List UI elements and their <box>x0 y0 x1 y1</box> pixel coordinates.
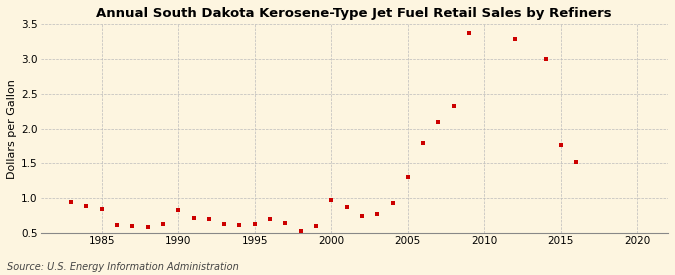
Point <box>219 222 230 226</box>
Point <box>310 223 321 228</box>
Title: Annual South Dakota Kerosene-Type Jet Fuel Retail Sales by Refiners: Annual South Dakota Kerosene-Type Jet Fu… <box>97 7 612 20</box>
Point <box>127 224 138 229</box>
Y-axis label: Dollars per Gallon: Dollars per Gallon <box>7 79 17 178</box>
Point <box>249 222 260 226</box>
Point <box>448 104 459 108</box>
Point <box>433 120 444 125</box>
Point <box>111 223 122 227</box>
Point <box>540 57 551 62</box>
Point <box>265 217 275 222</box>
Point <box>280 221 291 225</box>
Point <box>65 200 76 204</box>
Point <box>342 205 352 209</box>
Point <box>234 223 245 227</box>
Point <box>418 140 429 145</box>
Point <box>97 207 107 211</box>
Text: Source: U.S. Energy Information Administration: Source: U.S. Energy Information Administ… <box>7 262 238 272</box>
Point <box>188 216 199 220</box>
Point <box>203 217 214 222</box>
Point <box>510 37 520 42</box>
Point <box>387 201 398 205</box>
Point <box>464 31 475 35</box>
Point <box>81 204 92 208</box>
Point <box>173 207 184 212</box>
Point <box>142 225 153 229</box>
Point <box>296 229 306 233</box>
Point <box>556 142 566 147</box>
Point <box>372 211 383 216</box>
Point <box>571 160 582 164</box>
Point <box>356 214 367 218</box>
Point <box>402 175 413 180</box>
Point <box>157 222 168 226</box>
Point <box>326 197 337 202</box>
